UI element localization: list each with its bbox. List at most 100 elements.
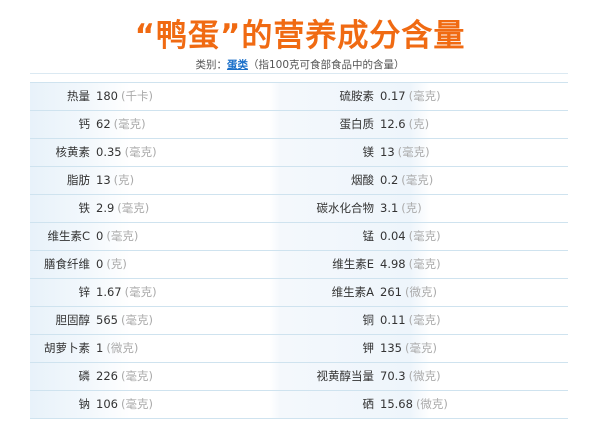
nutrient-value: 106 [96, 397, 118, 411]
nutrient-name: 胆固醇 [55, 313, 91, 327]
nutrient-name: 蛋白质 [339, 117, 375, 131]
nutrient-value: 0 [96, 229, 104, 243]
nutrient-name: 磷 [78, 369, 91, 383]
nutrient-value: 4.98 [380, 257, 406, 271]
nutrient-name: 维生素A [331, 285, 374, 299]
nutrient-cell: 视黄醇当量 70.3 (微克) [299, 363, 568, 390]
table-row: 胆固醇 565 (毫克) 铜 0.11 (毫克) [30, 307, 568, 335]
nutrient-unit: (毫克) [124, 145, 157, 159]
nutrient-value: 2.9 [96, 201, 115, 215]
nutrition-table: 热量 180 (千卡) 硫胺素 0.17 (毫克) 钙 62 (毫克) 蛋白质 12.6 (克) 核黄素… [30, 82, 568, 419]
table-row: 胡萝卜素 1 (微克) 钾 135 (毫克) [30, 335, 568, 363]
nutrient-unit: (千卡) [120, 89, 153, 103]
subtitle: 类别：蛋类（指100克可食部食品中的含量） [0, 57, 600, 72]
nutrient-unit: (毫克) [404, 341, 437, 355]
nutrient-value: 62 [96, 117, 111, 131]
table-row: 膳食纤维 0 (克) 维生素E 4.98 (毫克) [30, 251, 568, 279]
nutrient-name: 烟酸 [351, 173, 374, 187]
nutrient-value: 3.1 [380, 201, 399, 215]
nutrient-cell: 膳食纤维 0 (克) [30, 251, 299, 278]
nutrient-value: 135 [380, 341, 402, 355]
nutrient-value: 12.6 [380, 117, 406, 131]
nutrient-cell: 胡萝卜素 1 (微克) [30, 335, 299, 362]
table-row: 磷 226 (毫克) 视黄醇当量 70.3 (微克) [30, 363, 568, 391]
nutrient-value: 0 [96, 257, 104, 271]
nutrient-cell: 维生素E 4.98 (毫克) [299, 251, 568, 278]
nutrient-unit: (毫克) [117, 201, 150, 215]
divider [30, 73, 568, 74]
nutrient-unit: (毫克) [120, 369, 153, 383]
nutrient-cell: 磷 226 (毫克) [30, 363, 299, 390]
nutrient-cell: 热量 180 (千卡) [30, 83, 299, 110]
table-row: 核黄素 0.35 (毫克) 镁 13 (毫克) [30, 139, 568, 167]
table-row: 锌 1.67 (毫克) 维生素A 261 (微克) [30, 279, 568, 307]
nutrient-unit: (克) [106, 257, 127, 271]
nutrient-unit: (毫克) [124, 285, 157, 299]
nutrient-cell: 维生素C 0 (毫克) [30, 223, 299, 250]
nutrient-cell: 锌 1.67 (毫克) [30, 279, 299, 306]
nutrient-name: 钠 [78, 397, 91, 411]
nutrient-cell: 钙 62 (毫克) [30, 111, 299, 138]
nutrient-cell: 钠 106 (毫克) [30, 391, 299, 418]
nutrient-value: 180 [96, 89, 118, 103]
category-label: 类别： [195, 59, 227, 71]
nutrient-value: 0.11 [380, 313, 406, 327]
nutrient-unit: (毫克) [408, 229, 441, 243]
nutrient-cell: 维生素A 261 (微克) [299, 279, 568, 306]
nutrient-value: 0.17 [380, 89, 406, 103]
nutrient-name: 锰 [362, 229, 375, 243]
nutrient-value: 226 [96, 369, 118, 383]
nutrient-cell: 胆固醇 565 (毫克) [30, 307, 299, 334]
nutrient-unit: (毫克) [408, 257, 441, 271]
nutrient-name: 维生素E [332, 257, 374, 271]
nutrient-name: 铜 [362, 313, 375, 327]
nutrient-cell: 核黄素 0.35 (毫克) [30, 139, 299, 166]
nutrient-value: 1.67 [96, 285, 122, 299]
nutrient-value: 0.2 [380, 173, 399, 187]
nutrient-cell: 蛋白质 12.6 (克) [299, 111, 568, 138]
nutrient-cell: 钾 135 (毫克) [299, 335, 568, 362]
nutrient-name: 镁 [362, 145, 375, 159]
nutrient-name: 硫胺素 [339, 89, 375, 103]
nutrient-unit: (微克) [106, 341, 139, 355]
nutrient-cell: 脂肪 13 (克) [30, 167, 299, 194]
table-row: 脂肪 13 (克) 烟酸 0.2 (毫克) [30, 167, 568, 195]
nutrient-name: 热量 [67, 89, 90, 103]
nutrient-cell: 铜 0.11 (毫克) [299, 307, 568, 334]
nutrient-unit: (毫克) [401, 173, 434, 187]
nutrient-name: 钙 [78, 117, 91, 131]
nutrient-unit: (毫克) [113, 117, 146, 131]
nutrient-unit: (毫克) [408, 313, 441, 327]
page-title: “鸭蛋”的营养成分含量 [134, 18, 466, 54]
nutrient-name: 碳水化合物 [316, 201, 375, 215]
nutrient-name: 核黄素 [55, 145, 91, 159]
nutrient-value: 70.3 [380, 369, 406, 383]
nutrient-name: 维生素C [47, 229, 90, 243]
table-row: 维生素C 0 (毫克) 锰 0.04 (毫克) [30, 223, 568, 251]
nutrient-value: 0.04 [380, 229, 406, 243]
nutrient-cell: 镁 13 (毫克) [299, 139, 568, 166]
nutrient-value: 13 [96, 173, 111, 187]
nutrient-unit: (毫克) [408, 89, 441, 103]
nutrient-name: 脂肪 [67, 173, 90, 187]
nutrient-unit: (毫克) [397, 145, 430, 159]
nutrient-value: 13 [380, 145, 395, 159]
nutrient-unit: (克) [113, 173, 135, 187]
nutrient-unit: (毫克) [120, 397, 153, 411]
nutrient-name: 钾 [362, 341, 375, 355]
nutrient-unit: (克) [401, 201, 422, 215]
nutrient-value: 1 [96, 341, 104, 355]
table-row: 钙 62 (毫克) 蛋白质 12.6 (克) [30, 111, 568, 139]
nutrient-cell: 铁 2.9 (毫克) [30, 195, 299, 222]
nutrient-value: 261 [380, 285, 402, 299]
nutrient-name: 硒 [362, 397, 375, 411]
nutrient-cell: 烟酸 0.2 (毫克) [299, 167, 568, 194]
table-row: 热量 180 (千卡) 硫胺素 0.17 (毫克) [30, 83, 568, 111]
table-row: 钠 106 (毫克) 硒 15.68 (微克) [30, 391, 568, 419]
nutrient-value: 15.68 [380, 397, 413, 411]
category-link[interactable]: 蛋类 [226, 59, 248, 71]
nutrient-cell: 硫胺素 0.17 (毫克) [299, 83, 568, 110]
nutrient-unit: (微克) [415, 397, 448, 411]
nutrient-name: 胡萝卜素 [44, 341, 90, 355]
nutrient-cell: 硒 15.68 (微克) [299, 391, 568, 418]
